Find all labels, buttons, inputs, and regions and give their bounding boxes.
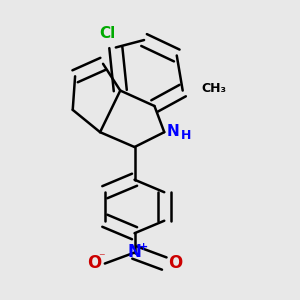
Text: ⁻: ⁻ [98, 251, 105, 264]
Text: +: + [139, 242, 148, 252]
Text: CH₃: CH₃ [201, 82, 226, 95]
Text: H: H [182, 129, 192, 142]
Text: O: O [168, 254, 182, 272]
Text: O: O [87, 254, 101, 272]
Text: N: N [167, 124, 180, 139]
Text: N: N [128, 243, 142, 261]
Text: Cl: Cl [99, 26, 116, 41]
